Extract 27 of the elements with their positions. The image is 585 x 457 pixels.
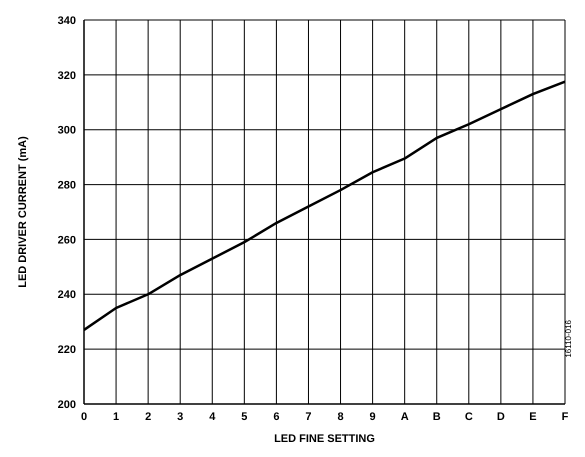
y-tick-label: 260 — [58, 234, 76, 246]
x-axis-title: LED FINE SETTING — [274, 433, 375, 445]
x-tick-label: 7 — [305, 410, 312, 423]
x-tick-label: 9 — [370, 410, 376, 423]
x-tick-label: 5 — [241, 410, 248, 423]
y-tick-label: 240 — [58, 289, 76, 302]
x-tick-label: 4 — [209, 410, 216, 423]
y-tick-label: 220 — [58, 344, 76, 356]
x-tick-label: C — [464, 410, 473, 423]
x-tick-label: 3 — [177, 410, 184, 423]
y-tick-label: 320 — [58, 70, 76, 82]
y-tick-label: 300 — [58, 124, 76, 137]
x-tick-label: 6 — [273, 410, 280, 423]
x-tick-label: F — [562, 410, 569, 423]
annotation: 16110-016 — [564, 320, 573, 358]
x-tick-label: 0 — [80, 410, 88, 423]
x-tick-label: 8 — [337, 410, 344, 423]
x-tick-label: B — [432, 410, 441, 423]
y-tick-label: 280 — [58, 179, 76, 192]
y-tick-label: 340 — [58, 14, 76, 27]
y-axis-title: LED DRIVER CURRENT (mA) — [16, 136, 29, 288]
x-tick-label: E — [529, 410, 537, 423]
x-tick-label: 2 — [145, 410, 152, 423]
x-tick-label: A — [400, 410, 409, 423]
y-tick-label: 200 — [58, 398, 76, 411]
x-tick-label: D — [496, 410, 505, 423]
x-tick-label: 1 — [113, 410, 120, 423]
